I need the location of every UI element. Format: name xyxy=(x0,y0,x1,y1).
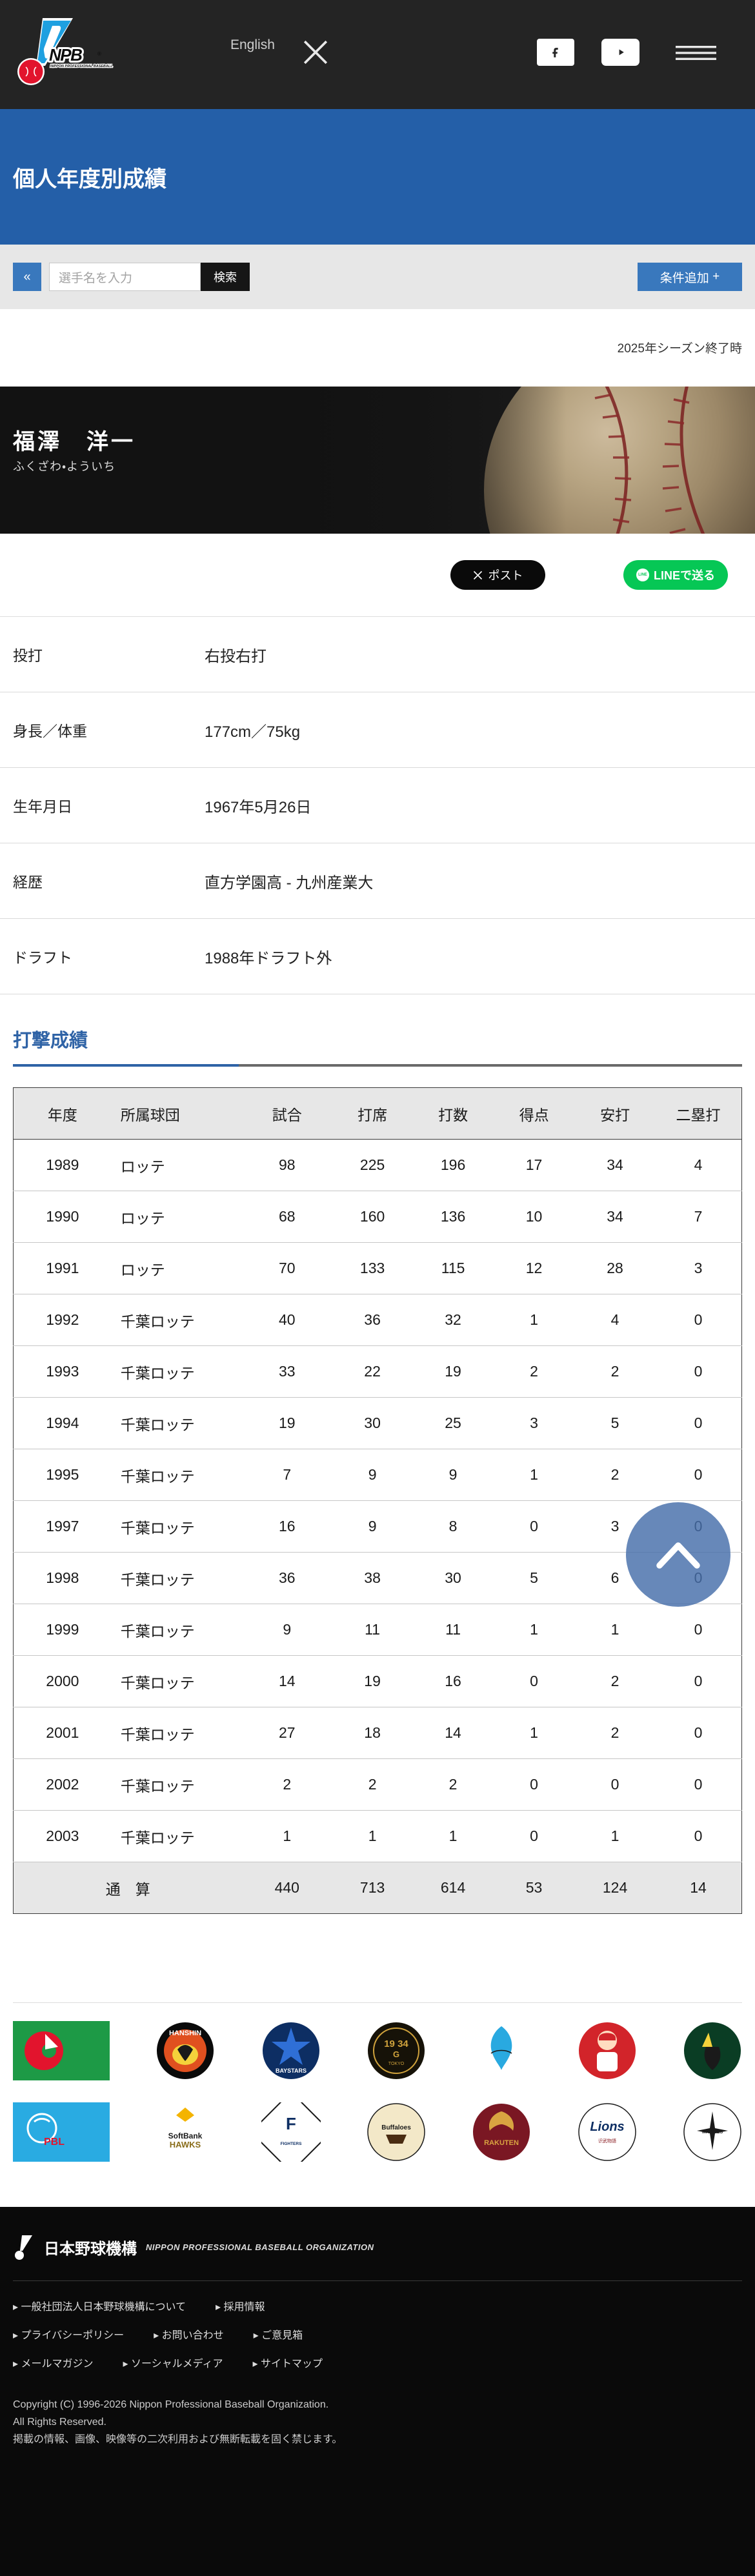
svg-text:NIPPON PROFESSIONAL BASEBALL: NIPPON PROFESSIONAL BASEBALL xyxy=(50,65,113,68)
svg-text:19 34: 19 34 xyxy=(384,2038,408,2049)
svg-text:NPB: NPB xyxy=(49,45,82,65)
svg-text:RAKUTEN: RAKUTEN xyxy=(484,2139,519,2147)
svg-text:®: ® xyxy=(97,51,101,57)
svg-text:识武物語: 识武物語 xyxy=(598,2138,616,2144)
svg-text:MARINES: MARINES xyxy=(702,2130,723,2135)
svg-text:BAYSTARS: BAYSTARS xyxy=(276,2068,307,2074)
svg-text:Buffaloes: Buffaloes xyxy=(381,2124,411,2131)
svg-text:TOKYO: TOKYO xyxy=(388,2062,405,2066)
svg-text:G: G xyxy=(393,2049,399,2059)
svg-text:F: F xyxy=(286,2114,296,2133)
svg-text:SoftBank: SoftBank xyxy=(168,2131,203,2140)
svg-text:HANSHIN: HANSHIN xyxy=(169,2029,201,2037)
svg-text:HAWKS: HAWKS xyxy=(170,2140,201,2149)
svg-text:PBL: PBL xyxy=(44,2137,65,2148)
svg-text:FIGHTERS: FIGHTERS xyxy=(280,2142,302,2146)
svg-text:Lions: Lions xyxy=(590,2120,624,2134)
